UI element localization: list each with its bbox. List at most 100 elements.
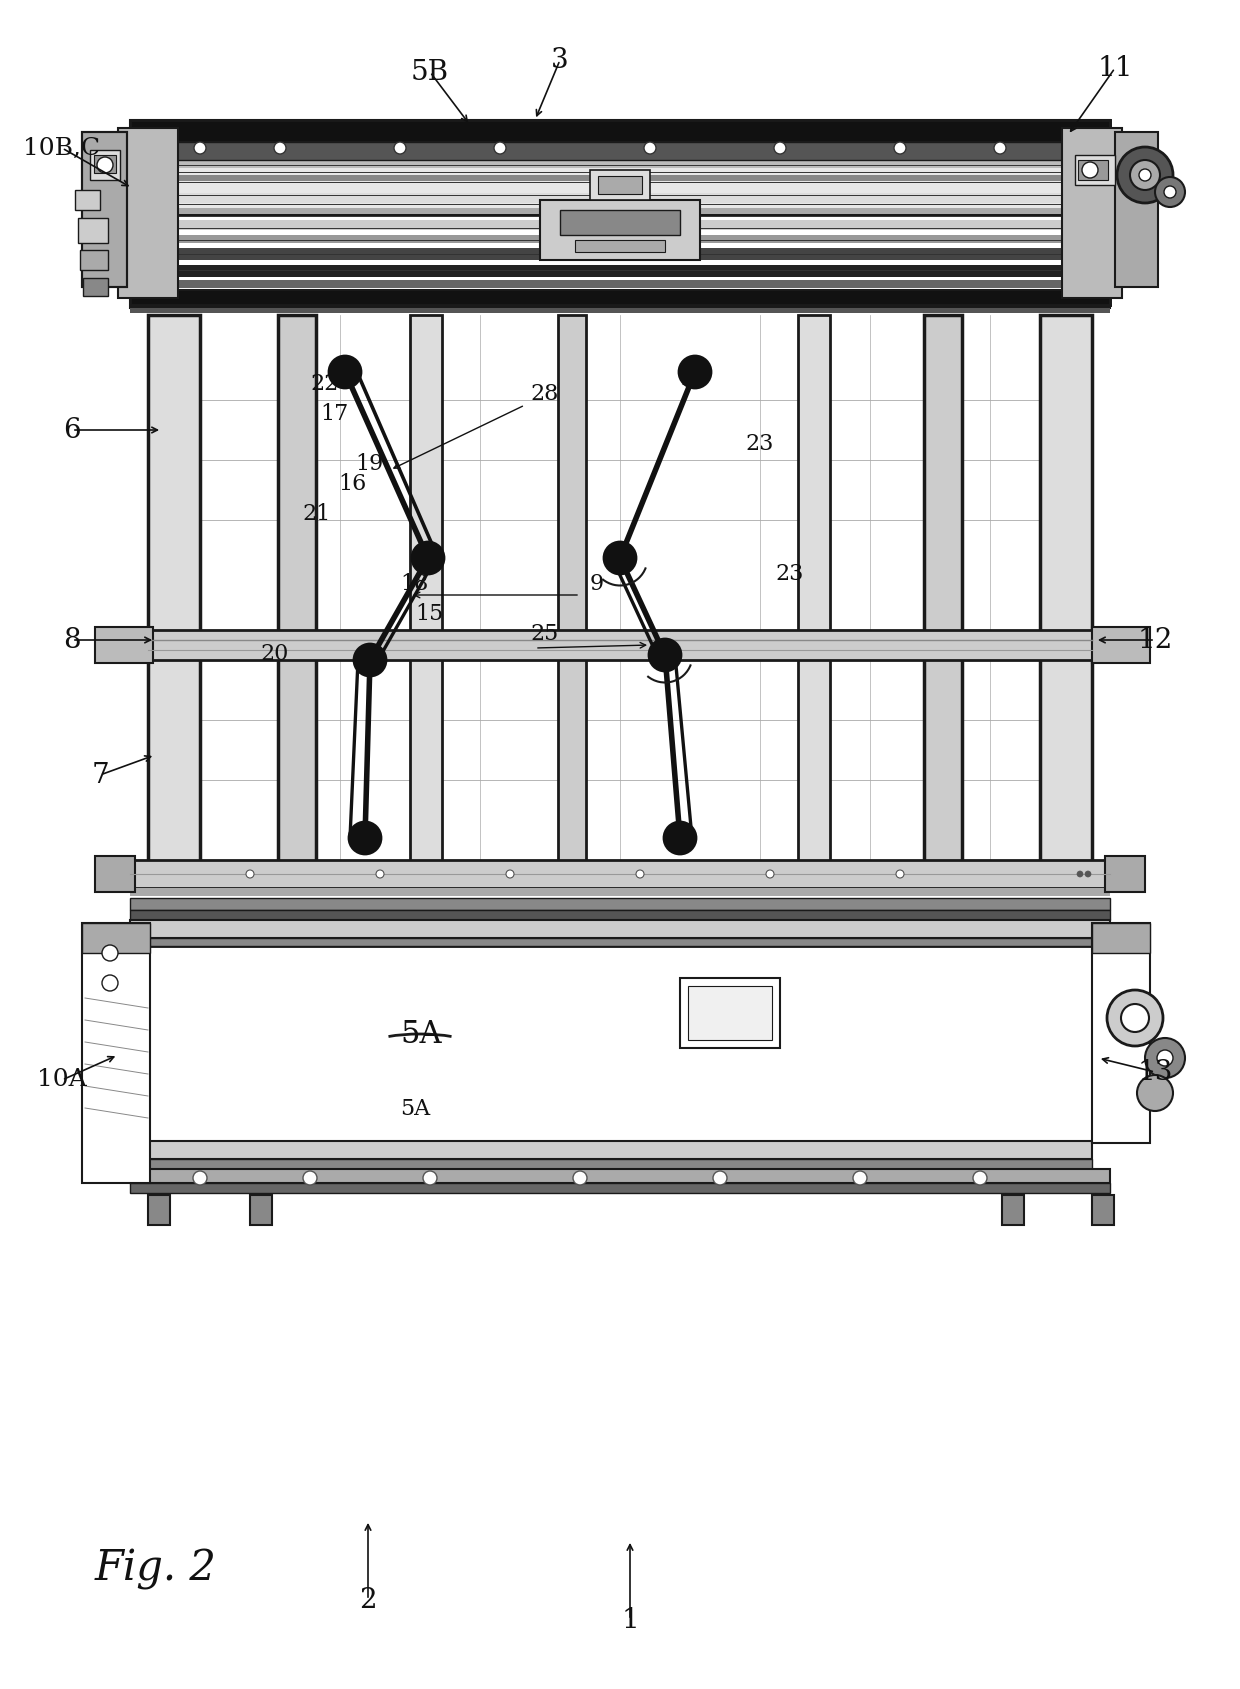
Bar — [130, 220, 1110, 230]
Bar — [130, 120, 1110, 142]
Text: 19: 19 — [355, 453, 383, 475]
Circle shape — [1130, 160, 1159, 189]
Circle shape — [636, 870, 644, 878]
Bar — [74, 189, 100, 209]
Bar — [688, 986, 773, 1040]
Bar — [148, 630, 1092, 660]
Circle shape — [1145, 1039, 1185, 1078]
Text: 12: 12 — [1137, 627, 1173, 654]
Text: 28: 28 — [529, 383, 558, 405]
Text: 5B: 5B — [410, 59, 449, 86]
Text: 23: 23 — [775, 562, 804, 584]
Text: 5A: 5A — [401, 1098, 430, 1120]
Bar — [130, 142, 1110, 160]
Circle shape — [897, 870, 904, 878]
Circle shape — [1083, 162, 1097, 177]
Text: 9: 9 — [590, 573, 604, 595]
Text: 3: 3 — [552, 47, 569, 74]
Bar — [1092, 1196, 1114, 1225]
Text: 20: 20 — [260, 644, 289, 665]
Bar — [799, 316, 830, 870]
Bar — [410, 316, 441, 870]
Bar — [250, 1196, 272, 1225]
Text: 15: 15 — [415, 603, 443, 625]
Bar — [130, 291, 1110, 307]
Bar — [1075, 155, 1115, 186]
Circle shape — [102, 946, 118, 961]
Bar — [130, 265, 1110, 277]
Circle shape — [97, 157, 113, 172]
Circle shape — [348, 823, 381, 855]
Circle shape — [494, 142, 506, 154]
Bar — [130, 860, 1110, 888]
Bar — [1040, 316, 1092, 870]
Circle shape — [1107, 990, 1163, 1045]
Circle shape — [1121, 1003, 1149, 1032]
Bar — [1115, 132, 1158, 287]
Circle shape — [774, 142, 786, 154]
Bar — [1092, 922, 1149, 953]
Bar — [130, 248, 1110, 260]
Circle shape — [766, 870, 774, 878]
Bar — [590, 171, 650, 199]
Bar — [1105, 856, 1145, 892]
Text: 6: 6 — [63, 417, 81, 444]
Bar — [1092, 627, 1149, 664]
Circle shape — [376, 870, 384, 878]
Bar — [78, 218, 108, 243]
Bar — [82, 922, 150, 953]
Bar — [598, 176, 642, 194]
Bar — [94, 155, 117, 172]
Bar — [82, 132, 126, 287]
Bar — [91, 150, 120, 181]
Bar — [130, 888, 1110, 895]
Circle shape — [412, 542, 444, 574]
Text: 7: 7 — [91, 762, 109, 789]
Bar — [81, 250, 108, 270]
Text: 18: 18 — [401, 573, 428, 595]
Bar — [1078, 160, 1109, 181]
Circle shape — [1117, 147, 1173, 203]
Circle shape — [894, 142, 906, 154]
Bar — [130, 120, 1110, 306]
Circle shape — [1164, 186, 1176, 198]
Circle shape — [994, 142, 1006, 154]
Circle shape — [973, 1170, 987, 1186]
Circle shape — [604, 542, 636, 574]
Text: 21: 21 — [303, 503, 330, 525]
Bar — [95, 856, 135, 892]
Text: 13: 13 — [1137, 1059, 1173, 1086]
Circle shape — [663, 823, 696, 855]
Circle shape — [1078, 872, 1083, 877]
Bar — [130, 160, 1110, 215]
Circle shape — [1154, 177, 1185, 208]
Bar — [560, 209, 680, 235]
Text: 29: 29 — [680, 368, 708, 390]
Circle shape — [853, 1170, 867, 1186]
Circle shape — [353, 644, 386, 676]
Text: 17: 17 — [320, 404, 348, 426]
Bar — [130, 280, 1110, 289]
Bar — [148, 946, 1092, 1142]
Bar — [82, 922, 150, 1182]
Circle shape — [1140, 169, 1151, 181]
Text: 1: 1 — [621, 1606, 639, 1633]
Bar — [148, 1159, 1092, 1169]
Circle shape — [573, 1170, 587, 1186]
Circle shape — [1085, 872, 1091, 877]
Text: Fig. 2: Fig. 2 — [95, 1547, 217, 1589]
Circle shape — [193, 1170, 207, 1186]
Circle shape — [713, 1170, 727, 1186]
Bar — [1092, 922, 1149, 1143]
Circle shape — [423, 1170, 436, 1186]
Bar — [130, 235, 1110, 243]
Circle shape — [506, 870, 515, 878]
Bar — [82, 132, 126, 287]
Bar — [1002, 1196, 1024, 1225]
Circle shape — [1157, 1051, 1173, 1066]
Bar — [130, 160, 1110, 167]
Circle shape — [193, 142, 206, 154]
Bar — [680, 978, 780, 1047]
Bar — [130, 899, 1110, 910]
Circle shape — [680, 356, 711, 388]
